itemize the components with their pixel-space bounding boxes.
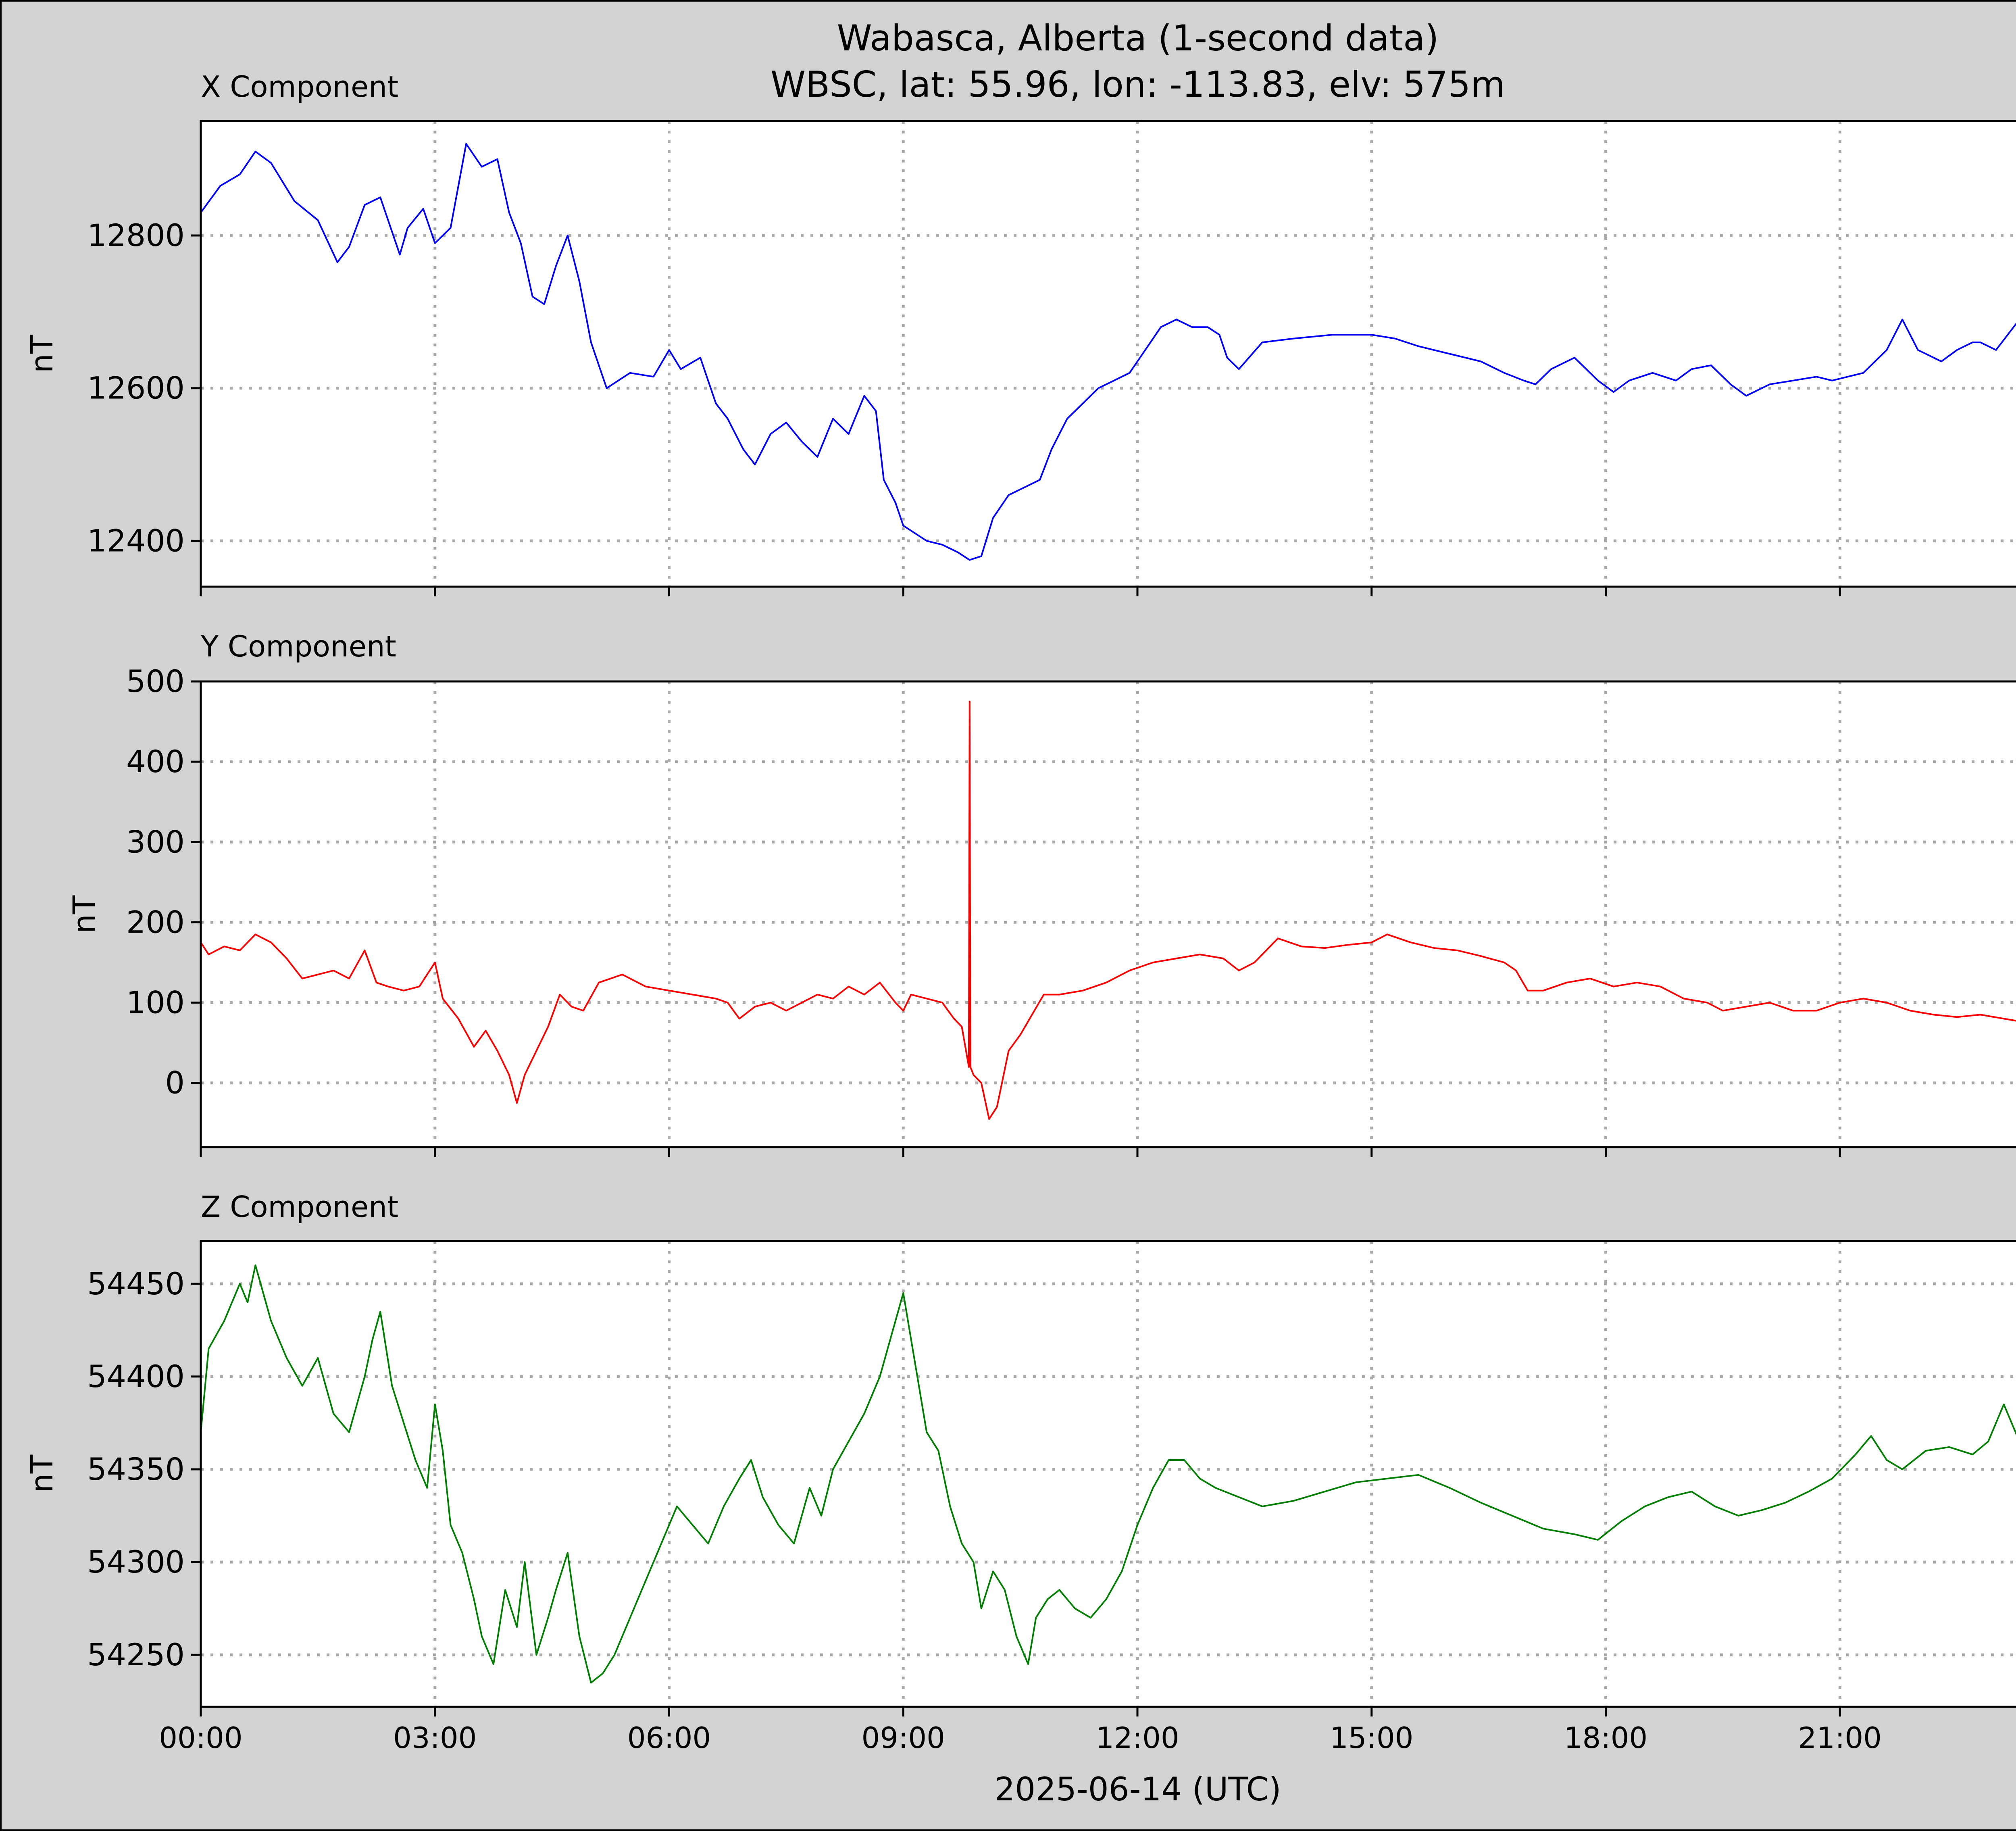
panel-z-component: Z Component 00:00 03:00 06:00 09:00 12:00 15:…	[24, 1190, 2016, 1755]
series	[200, 143, 2016, 561]
plot-area	[201, 121, 2016, 587]
y-tick-label: 0	[165, 1065, 185, 1101]
panel-x-component: X Component 12400 12600 12800 nT	[24, 70, 2016, 596]
y-axis-label: nT	[66, 895, 102, 933]
y-ticks: 12400 12600 12800	[87, 217, 201, 558]
y-tick-label: 200	[126, 904, 185, 940]
plot-area	[201, 1241, 2016, 1707]
x-tick-label: 15:00	[1330, 1721, 1414, 1755]
x-ticks	[200, 587, 1841, 596]
y-tick-label: 400	[126, 744, 185, 779]
y-tick-label: 54450	[87, 1266, 185, 1302]
series-line	[200, 1264, 2016, 1684]
x-tick-label: 21:00	[1798, 1721, 1882, 1755]
panel-y-component: Y Component 0 100 200 300 400 500 nT	[66, 629, 2016, 1157]
y-tick-label: 500	[126, 663, 185, 699]
panel-title: X Component	[201, 70, 398, 104]
x-tick-label: 09:00	[862, 1721, 946, 1755]
y-tick-label: 54250	[87, 1637, 185, 1673]
y-tick-label: 12600	[87, 370, 185, 406]
y-axis-label: nT	[24, 335, 60, 373]
y-ticks: 54250 54300 54350 54400 54450	[87, 1266, 201, 1673]
panel-title: Y Component	[200, 629, 396, 663]
plot-area	[201, 681, 2016, 1147]
x-tick-label: 06:00	[627, 1721, 711, 1755]
x-tick-label: 18:00	[1564, 1721, 1648, 1755]
x-ticks: 00:00 03:00 06:00 09:00 12:00 15:00 18:00 21:00	[159, 1707, 1882, 1755]
x-tick-label: 00:00	[159, 1721, 243, 1755]
series	[200, 700, 2016, 1120]
x-tick-label: 03:00	[393, 1721, 477, 1755]
panel-title: Z Component	[201, 1190, 398, 1224]
figure-title-line1: Wabasca, Alberta (1-second data)	[837, 17, 1439, 59]
y-axis-label: nT	[24, 1454, 60, 1493]
y-tick-label: 300	[126, 824, 185, 860]
x-ticks	[200, 1147, 1841, 1157]
y-tick-label: 12800	[87, 217, 185, 253]
y-ticks: 0 100 200 300 400 500	[126, 663, 201, 1101]
x-axis-label: 2025-06-14 (UTC)	[994, 1771, 1281, 1808]
series-line	[200, 143, 2016, 561]
grid	[201, 681, 2016, 1147]
y-tick-label: 54400	[87, 1358, 185, 1394]
series	[200, 1264, 2016, 1684]
x-tick-label: 12:00	[1095, 1721, 1179, 1755]
series-line	[200, 700, 2016, 1120]
figure-title-line2: WBSC, lat: 55.96, lon: -113.83, elv: 575…	[771, 64, 1505, 105]
grid	[201, 121, 2016, 587]
y-tick-label: 100	[126, 985, 185, 1021]
grid	[201, 1241, 2016, 1707]
y-tick-label: 54300	[87, 1544, 185, 1580]
y-tick-label: 54350	[87, 1451, 185, 1487]
y-tick-label: 12400	[87, 523, 185, 558]
